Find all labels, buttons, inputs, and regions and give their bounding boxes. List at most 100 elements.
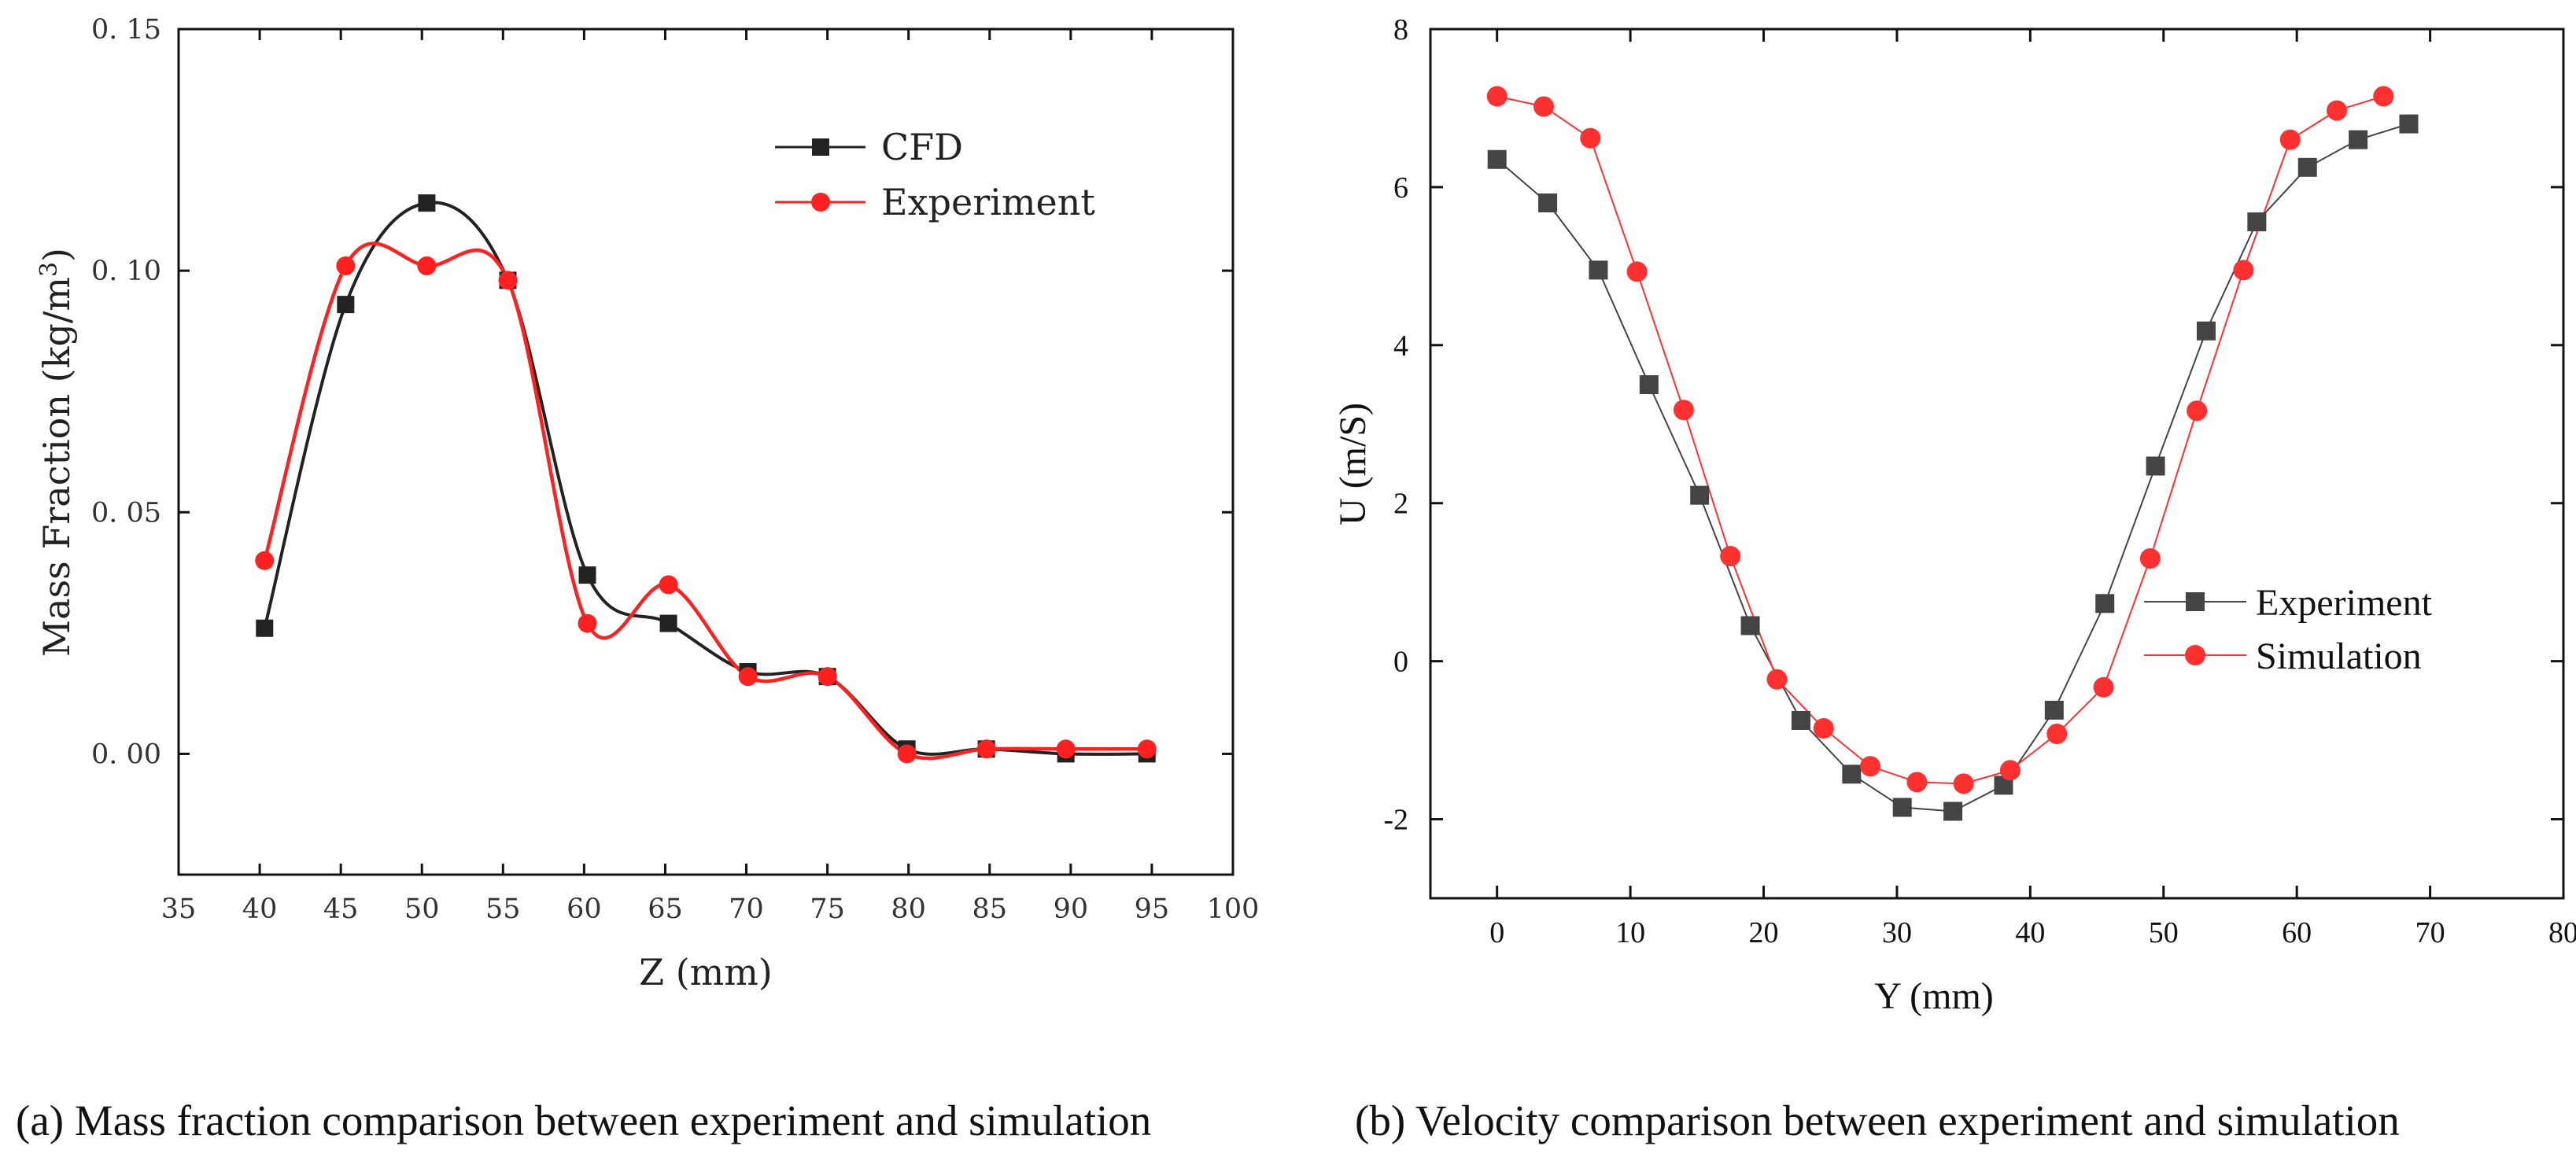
- panel-b-experiment-point: [2146, 456, 2165, 476]
- panel-b-simulation-point: [1486, 86, 1508, 107]
- panel-b-legend-simulation-label: Simulation: [2256, 636, 2422, 677]
- panel-b-x-tick-label: 0: [1489, 916, 1504, 949]
- panel-a-experiment-point: [738, 667, 758, 687]
- panel-a-x-axis-title: Z (mm): [639, 951, 773, 993]
- panel-a-experiment-point: [1056, 739, 1076, 759]
- panel-a-x-tick-label: 40: [242, 894, 278, 925]
- panel-b-simulation-point: [1580, 127, 1601, 149]
- panel-b-simulation-point: [2093, 676, 2114, 698]
- panel-a-cfd-point: [256, 619, 274, 637]
- panel-b-experiment-point: [2044, 700, 2064, 720]
- panel-b-x-axis-title: Y (mm): [1874, 975, 1994, 1017]
- panel-b-y-tick-label: 4: [1393, 330, 1408, 363]
- panel-a-y-tick-label: 0. 10: [91, 256, 161, 287]
- panel-a-y-tick-label: 0. 15: [91, 14, 161, 46]
- panel-a-experiment-point: [255, 551, 275, 570]
- panel-b-simulation-point: [2046, 724, 2068, 745]
- panel-b-y-tick-label: -2: [1383, 804, 1408, 837]
- panel-a-experiment-point: [659, 575, 678, 595]
- panel-a-experiment-point: [976, 739, 996, 759]
- panel-a-experiment-point: [498, 271, 518, 290]
- panel-a-x-tick-label: 90: [1054, 894, 1089, 925]
- panel-b-chart: -2 0 2 4 6 8 0 10 20 30 40 50 60 70 80 Y (mm) U (m/S)…: [1332, 13, 2576, 1017]
- panel-a-chart: 0. 00 0. 05 0. 10 0. 15 35 40 45 50 55 60 65 70 75 8…: [35, 14, 1259, 993]
- panel-b-x-tick-label: 60: [2282, 916, 2312, 949]
- panel-a-experiment-point: [578, 614, 597, 633]
- panel-a-x-tick-label: 100: [1207, 894, 1260, 925]
- panel-b-experiment-point: [1842, 765, 1862, 784]
- panel-a-x-tick-label: 85: [972, 894, 1007, 925]
- panel-b-experiment-point: [1791, 710, 1810, 730]
- panel-b-simulation-point: [1906, 772, 1928, 793]
- panel-b-legend: Experiment Simulation: [2144, 582, 2433, 677]
- panel-b-x-tick-label: 50: [2149, 916, 2179, 949]
- panel-a-legend: CFD Experiment: [775, 126, 1095, 223]
- panel-a-cfd-point: [418, 194, 436, 212]
- panel-b-experiment-point: [1740, 616, 1760, 636]
- panel-a-x-tick-label: 95: [1135, 894, 1170, 925]
- panel-a-x-tick-label: 80: [891, 894, 926, 925]
- panel-b-x-tick-label: 80: [2548, 916, 2576, 949]
- panel-b-simulation-point: [1533, 96, 1554, 117]
- panel-b-experiment-point: [1538, 193, 1558, 212]
- panel-b-simulation-point: [2139, 548, 2161, 569]
- panel-b-x-tick-label: 70: [2415, 916, 2445, 949]
- panel-b-simulation-point: [2327, 100, 2347, 121]
- panel-b-experiment-point: [1639, 375, 1659, 395]
- panel-b-experiment-point: [1892, 798, 1912, 817]
- panel-a-experiment-point: [897, 744, 917, 764]
- panel-a-cfd-point: [337, 296, 355, 314]
- panel-a-series-line-experiment: [263, 241, 1147, 761]
- panel-a-x-tick-label: 70: [729, 894, 764, 925]
- panel-a-series-line-cfd: [263, 201, 1147, 756]
- panel-b-series-line-experiment: [1497, 123, 2409, 812]
- panel-b-simulation-point: [1860, 756, 1881, 777]
- panel-a-x-tick-label: 45: [323, 894, 359, 925]
- panel-b-simulation-point: [1626, 261, 1648, 282]
- panel-b-y-tick-label: 8: [1393, 13, 1408, 46]
- panel-a-cfd-point: [659, 614, 677, 632]
- panel-a-cfd-point: [578, 566, 596, 584]
- panel-a-caption: (a) Mass fraction comparison between exp…: [16, 1096, 1151, 1144]
- panel-a-plot-frame: [177, 28, 1234, 876]
- panel-a-experiment-point: [336, 256, 356, 275]
- panel-a-experiment-point: [1137, 739, 1157, 759]
- panel-b-experiment-point: [2399, 114, 2419, 134]
- panel-b-x-tick-label: 20: [1749, 916, 1779, 949]
- panel-a-x-tick-label: 65: [648, 894, 683, 925]
- panel-b-experiment-point: [2297, 157, 2317, 177]
- panel-a-x-tick-label: 50: [404, 894, 440, 925]
- panel-a-legend-cfd-marker: [812, 138, 829, 156]
- panel-b-experiment-point: [2095, 594, 2115, 614]
- panel-b-x-tick-label: 10: [1615, 916, 1645, 949]
- panel-b-simulation-point: [2373, 86, 2394, 107]
- panel-a-legend-experiment-marker: [811, 193, 830, 212]
- panel-b-experiment-point: [1943, 801, 1963, 821]
- panel-a-y-axis-title: Mass Fraction (kg/m3): [35, 248, 78, 657]
- panel-a-x-tick-label: 35: [161, 894, 197, 925]
- panel-b-x-tick-label: 40: [2015, 916, 2045, 949]
- panel-a-experiment-point: [417, 256, 437, 275]
- panel-b-series-line-simulation: [1497, 95, 2384, 785]
- panel-a-y-axis-title-close: ): [35, 248, 78, 262]
- panel-b-legend-experiment-label: Experiment: [2256, 582, 2433, 624]
- panel-b-simulation-point: [2233, 260, 2254, 281]
- panel-b-simulation-point: [1813, 718, 1834, 739]
- panel-a-y-axis-title-main: Mass Fraction (kg/m: [35, 277, 78, 657]
- panel-a-y-tick-label: 0. 05: [91, 497, 161, 529]
- panel-b-simulation-point: [1953, 773, 1974, 794]
- panel-b-y-axis-title: U (m/S): [1332, 403, 1374, 525]
- panel-b-caption: (b) Velocity comparison between experime…: [1355, 1096, 2400, 1144]
- panel-b-experiment-point: [2247, 212, 2267, 232]
- panel-b-simulation-point: [1673, 400, 1694, 421]
- panel-b-legend-simulation-marker: [2185, 645, 2205, 665]
- panel-b-plot-frame: [1429, 28, 2565, 900]
- panel-b-simulation-point: [2279, 129, 2301, 150]
- panel-b-experiment-point: [2349, 130, 2368, 149]
- panel-b-experiment-point: [2196, 321, 2216, 341]
- panel-b-simulation-point: [2187, 400, 2208, 422]
- panel-b-legend-experiment-marker: [2186, 592, 2205, 611]
- panel-b-y-tick-label: 6: [1393, 171, 1408, 205]
- panel-a-x-tick-label: 75: [810, 894, 845, 925]
